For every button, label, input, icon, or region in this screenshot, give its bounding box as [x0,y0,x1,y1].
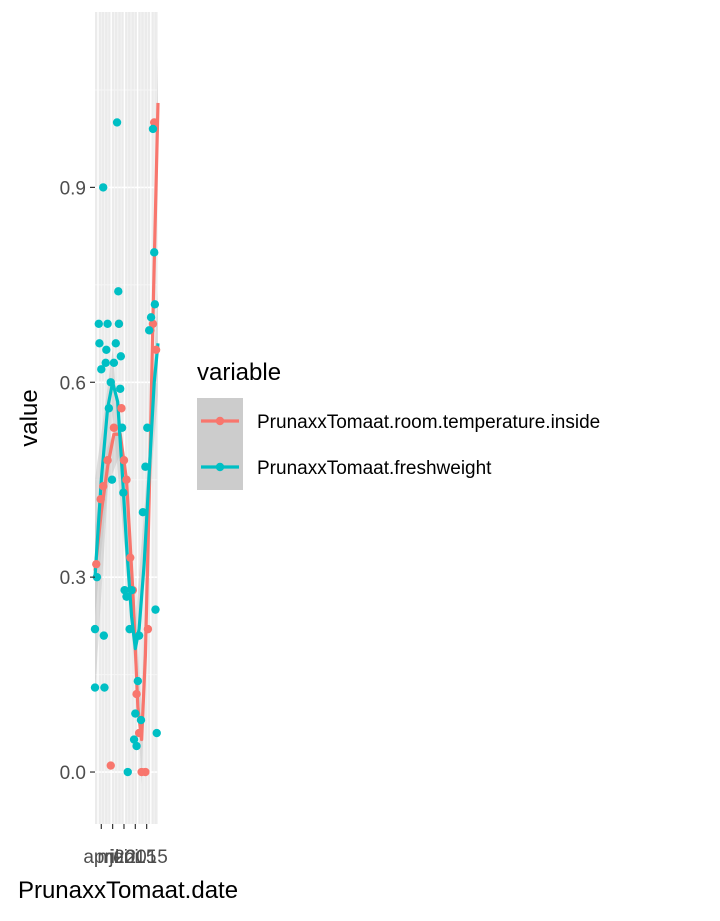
data-point-series-1 [90,683,100,692]
y-tick-label: 0.9 [60,178,86,199]
data-point-series-0 [96,495,105,504]
data-point-series-0 [141,767,150,777]
data-point-series-0 [106,761,115,770]
data-point-series-1 [111,339,120,348]
x-axis-title: PrunaxxTomaat.date [18,877,238,904]
data-point-series-1 [132,741,141,751]
x-tick-label: mei [97,847,128,868]
data-point-series-1 [123,767,132,777]
data-point-series-1 [104,404,114,413]
data-point-series-1 [125,624,134,634]
data-point-series-1 [107,475,117,484]
data-point-series-0 [117,404,126,413]
data-point-series-1 [92,572,102,582]
data-point-series-1 [146,313,156,322]
data-point-series-1 [150,300,160,309]
data-point-series-0 [92,559,101,569]
data-point-series-1 [94,319,103,329]
data-point-series-1 [117,423,127,432]
data-point-series-0 [143,624,153,634]
data-point-series-1 [90,624,100,634]
data-point-series-1 [102,345,111,354]
data-point-series-1 [114,319,124,329]
y-tick-label: 0.6 [60,373,86,394]
data-point-series-1 [101,358,110,367]
data-point-series-1 [150,248,159,257]
data-point-series-0 [122,475,131,484]
data-point-series-0 [148,319,158,329]
trend-line-1 [93,343,160,651]
data-point-series-1 [131,709,140,718]
y-tick-label: 0.0 [60,763,86,784]
data-point-series-1 [97,365,106,374]
data-point-series-0 [151,345,161,354]
data-point-series-1 [138,507,148,517]
legend-label-1: PrunaxxTomaat.freshweight [257,458,492,479]
data-point-series-1 [100,683,109,692]
data-point-series-0 [109,423,119,432]
data-point-series-0 [132,689,141,699]
data-point-series-1 [120,585,129,595]
data-point-series-1 [99,631,109,640]
data-point-series-1 [134,631,144,640]
data-point-series-1 [95,339,104,348]
legend-key-point-1 [215,462,225,472]
data-point-series-1 [98,183,108,192]
data-point-series-1 [116,352,126,361]
data-point-series-0 [119,456,129,465]
data-point-series-1 [122,592,131,601]
data-point-series-0 [98,482,108,491]
data-point-series-1 [133,676,143,686]
legend-label-0: PrunaxxTomaat.room.temperature.inside [257,412,600,433]
y-axis-title: value [16,389,43,446]
legend-title: variable [197,359,281,386]
data-point-series-1 [144,326,154,335]
data-point-series-1 [103,319,112,329]
data-point-series-1 [106,378,115,387]
data-point-series-1 [148,124,158,134]
data-point-series-1 [112,118,122,127]
legend-entries: PrunaxxTomaat.room.temperature.inside Pru… [197,398,600,490]
data-point-series-1 [109,358,119,367]
legend-key-point-0 [215,416,225,426]
x-tick-label: 2015 [126,847,168,868]
legend: variable PrunaxxTomaat.room.temperature.… [197,359,600,490]
data-point-series-1 [127,585,136,595]
data-point-series-1 [151,605,160,614]
data-point-series-1 [143,423,152,432]
data-point-series-0 [134,728,144,738]
data-point-series-0 [126,553,135,562]
data-point-series-1 [136,715,146,725]
data-point-series-1 [114,287,123,296]
data-point-series-0 [150,118,159,127]
data-point-series-1 [129,735,139,744]
data-point-series-0 [103,456,112,465]
x-tick-label: juni [108,847,139,868]
data-point-series-1 [152,728,161,738]
data-point-series-1 [119,488,128,497]
data-point-series-1 [141,462,150,471]
y-tick-label: 0.3 [60,568,86,589]
data-point-series-1 [116,384,125,393]
data-points [90,118,161,777]
x-tick-label: 2015 [114,847,156,868]
x-tick-label: april [83,847,119,868]
